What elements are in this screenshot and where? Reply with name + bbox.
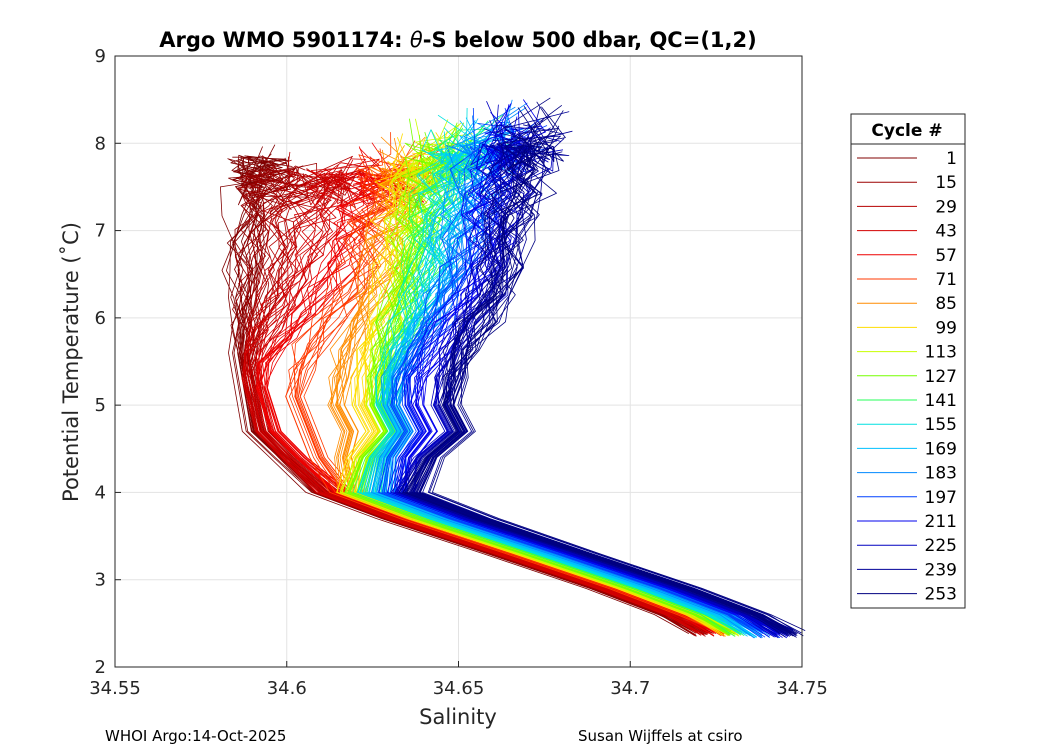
y-tick-label: 2 <box>95 657 106 678</box>
series-253 <box>402 97 806 638</box>
legend-entry: 43 <box>857 222 957 242</box>
trace-line <box>429 101 804 637</box>
legend-label: 225 <box>925 536 957 556</box>
legend-label: 1 <box>946 149 957 169</box>
trace-line <box>244 169 704 635</box>
legend-entry: 197 <box>857 488 957 508</box>
y-tick-label: 8 <box>95 133 106 154</box>
y-tick-label: 7 <box>95 221 106 242</box>
legend-label: 71 <box>935 270 957 290</box>
legend-entry: 15 <box>857 173 957 193</box>
y-tick-label: 6 <box>95 308 106 329</box>
legend-label: 57 <box>935 246 957 266</box>
legend-entry: 57 <box>857 246 957 266</box>
legend-entry: 99 <box>857 318 957 338</box>
trace-line <box>414 110 794 637</box>
legend-entry: 29 <box>857 197 957 217</box>
trace-line <box>419 107 797 635</box>
trace-line <box>416 146 795 635</box>
legend-title: Cycle # <box>871 121 942 141</box>
legend-entry: 85 <box>857 294 957 314</box>
legend-label: 197 <box>925 488 957 508</box>
legend-entry: 1 <box>857 149 957 169</box>
legend-label: 99 <box>935 318 957 338</box>
legend-entry: 155 <box>857 415 957 435</box>
legend-entry: 239 <box>857 560 957 580</box>
ticks: 34.55 34.6 34.65 34.7 34.75 2 3 4 5 6 7 8 9 <box>89 46 828 699</box>
legend-entry: 211 <box>857 512 957 532</box>
legend-entry: 253 <box>857 585 957 605</box>
x-tick-label: 34.55 <box>89 678 141 699</box>
legend-label: 169 <box>925 439 957 459</box>
trace-line <box>432 125 806 631</box>
legend-entry: 183 <box>857 464 957 484</box>
legend-box <box>850 113 966 609</box>
trace-line <box>371 145 755 639</box>
legend-entry: 225 <box>857 536 957 556</box>
legend-label: 43 <box>935 222 957 242</box>
footer-left: WHOI Argo:14-Oct-2025 <box>105 727 286 745</box>
trace-line <box>248 170 708 635</box>
y-tick-label: 3 <box>95 570 106 591</box>
legend-entry: 113 <box>857 343 957 363</box>
trace-line <box>226 157 689 634</box>
legend-entry: 127 <box>857 367 957 387</box>
chart-title: Argo WMO 5901174: θ-S below 500 dbar, QC… <box>159 28 756 52</box>
trace-line <box>402 135 786 638</box>
trace-line <box>220 144 693 631</box>
legend-label: 85 <box>935 294 957 314</box>
trace-line <box>395 128 778 636</box>
y-tick-label: 9 <box>95 46 106 67</box>
trace-line <box>285 168 712 630</box>
legend-entry: 141 <box>857 391 957 411</box>
legend-label: 127 <box>925 367 957 387</box>
trace-line <box>350 134 732 631</box>
x-tick-label: 34.75 <box>776 678 828 699</box>
x-tick-label: 34.7 <box>610 678 650 699</box>
legend-label: 239 <box>925 560 957 580</box>
trace-line <box>386 125 770 638</box>
trace-line <box>398 106 782 631</box>
footer-right: Susan Wijffels at csiro <box>578 727 743 745</box>
trace-line <box>241 158 700 633</box>
legend-label: 211 <box>925 512 957 532</box>
y-tick-label: 4 <box>95 482 106 503</box>
trace-line <box>391 141 775 638</box>
legend-entries: 1 15 29 43 57 71 85 99 113 127 141 155 169 183 197 211 2… <box>857 149 957 605</box>
legend-entry: 169 <box>857 439 957 459</box>
legend-entry: 71 <box>857 270 957 290</box>
x-axis-label: Salinity <box>419 705 497 729</box>
x-tick-label: 34.65 <box>433 678 485 699</box>
legend-label: 253 <box>925 585 957 605</box>
legend: Cycle # 1 15 29 43 57 71 85 99 113 127 141 155 169 18… <box>850 113 966 609</box>
legend-label: 155 <box>925 415 957 435</box>
traces <box>220 97 806 639</box>
trace-line <box>368 118 751 637</box>
legend-label: 141 <box>925 391 957 411</box>
trace-line <box>405 115 789 636</box>
trace-line <box>245 171 706 630</box>
trace-line <box>244 169 702 636</box>
legend-label: 113 <box>925 343 957 363</box>
y-axis-label: Potential Temperature (˚C) <box>59 222 83 502</box>
trace-line <box>236 169 697 629</box>
trace-line <box>410 97 791 635</box>
legend-label: 183 <box>925 464 957 484</box>
x-tick-label: 34.6 <box>267 678 307 699</box>
legend-label: 15 <box>935 173 957 193</box>
legend-label: 29 <box>935 197 957 217</box>
y-tick-label: 5 <box>95 395 106 416</box>
